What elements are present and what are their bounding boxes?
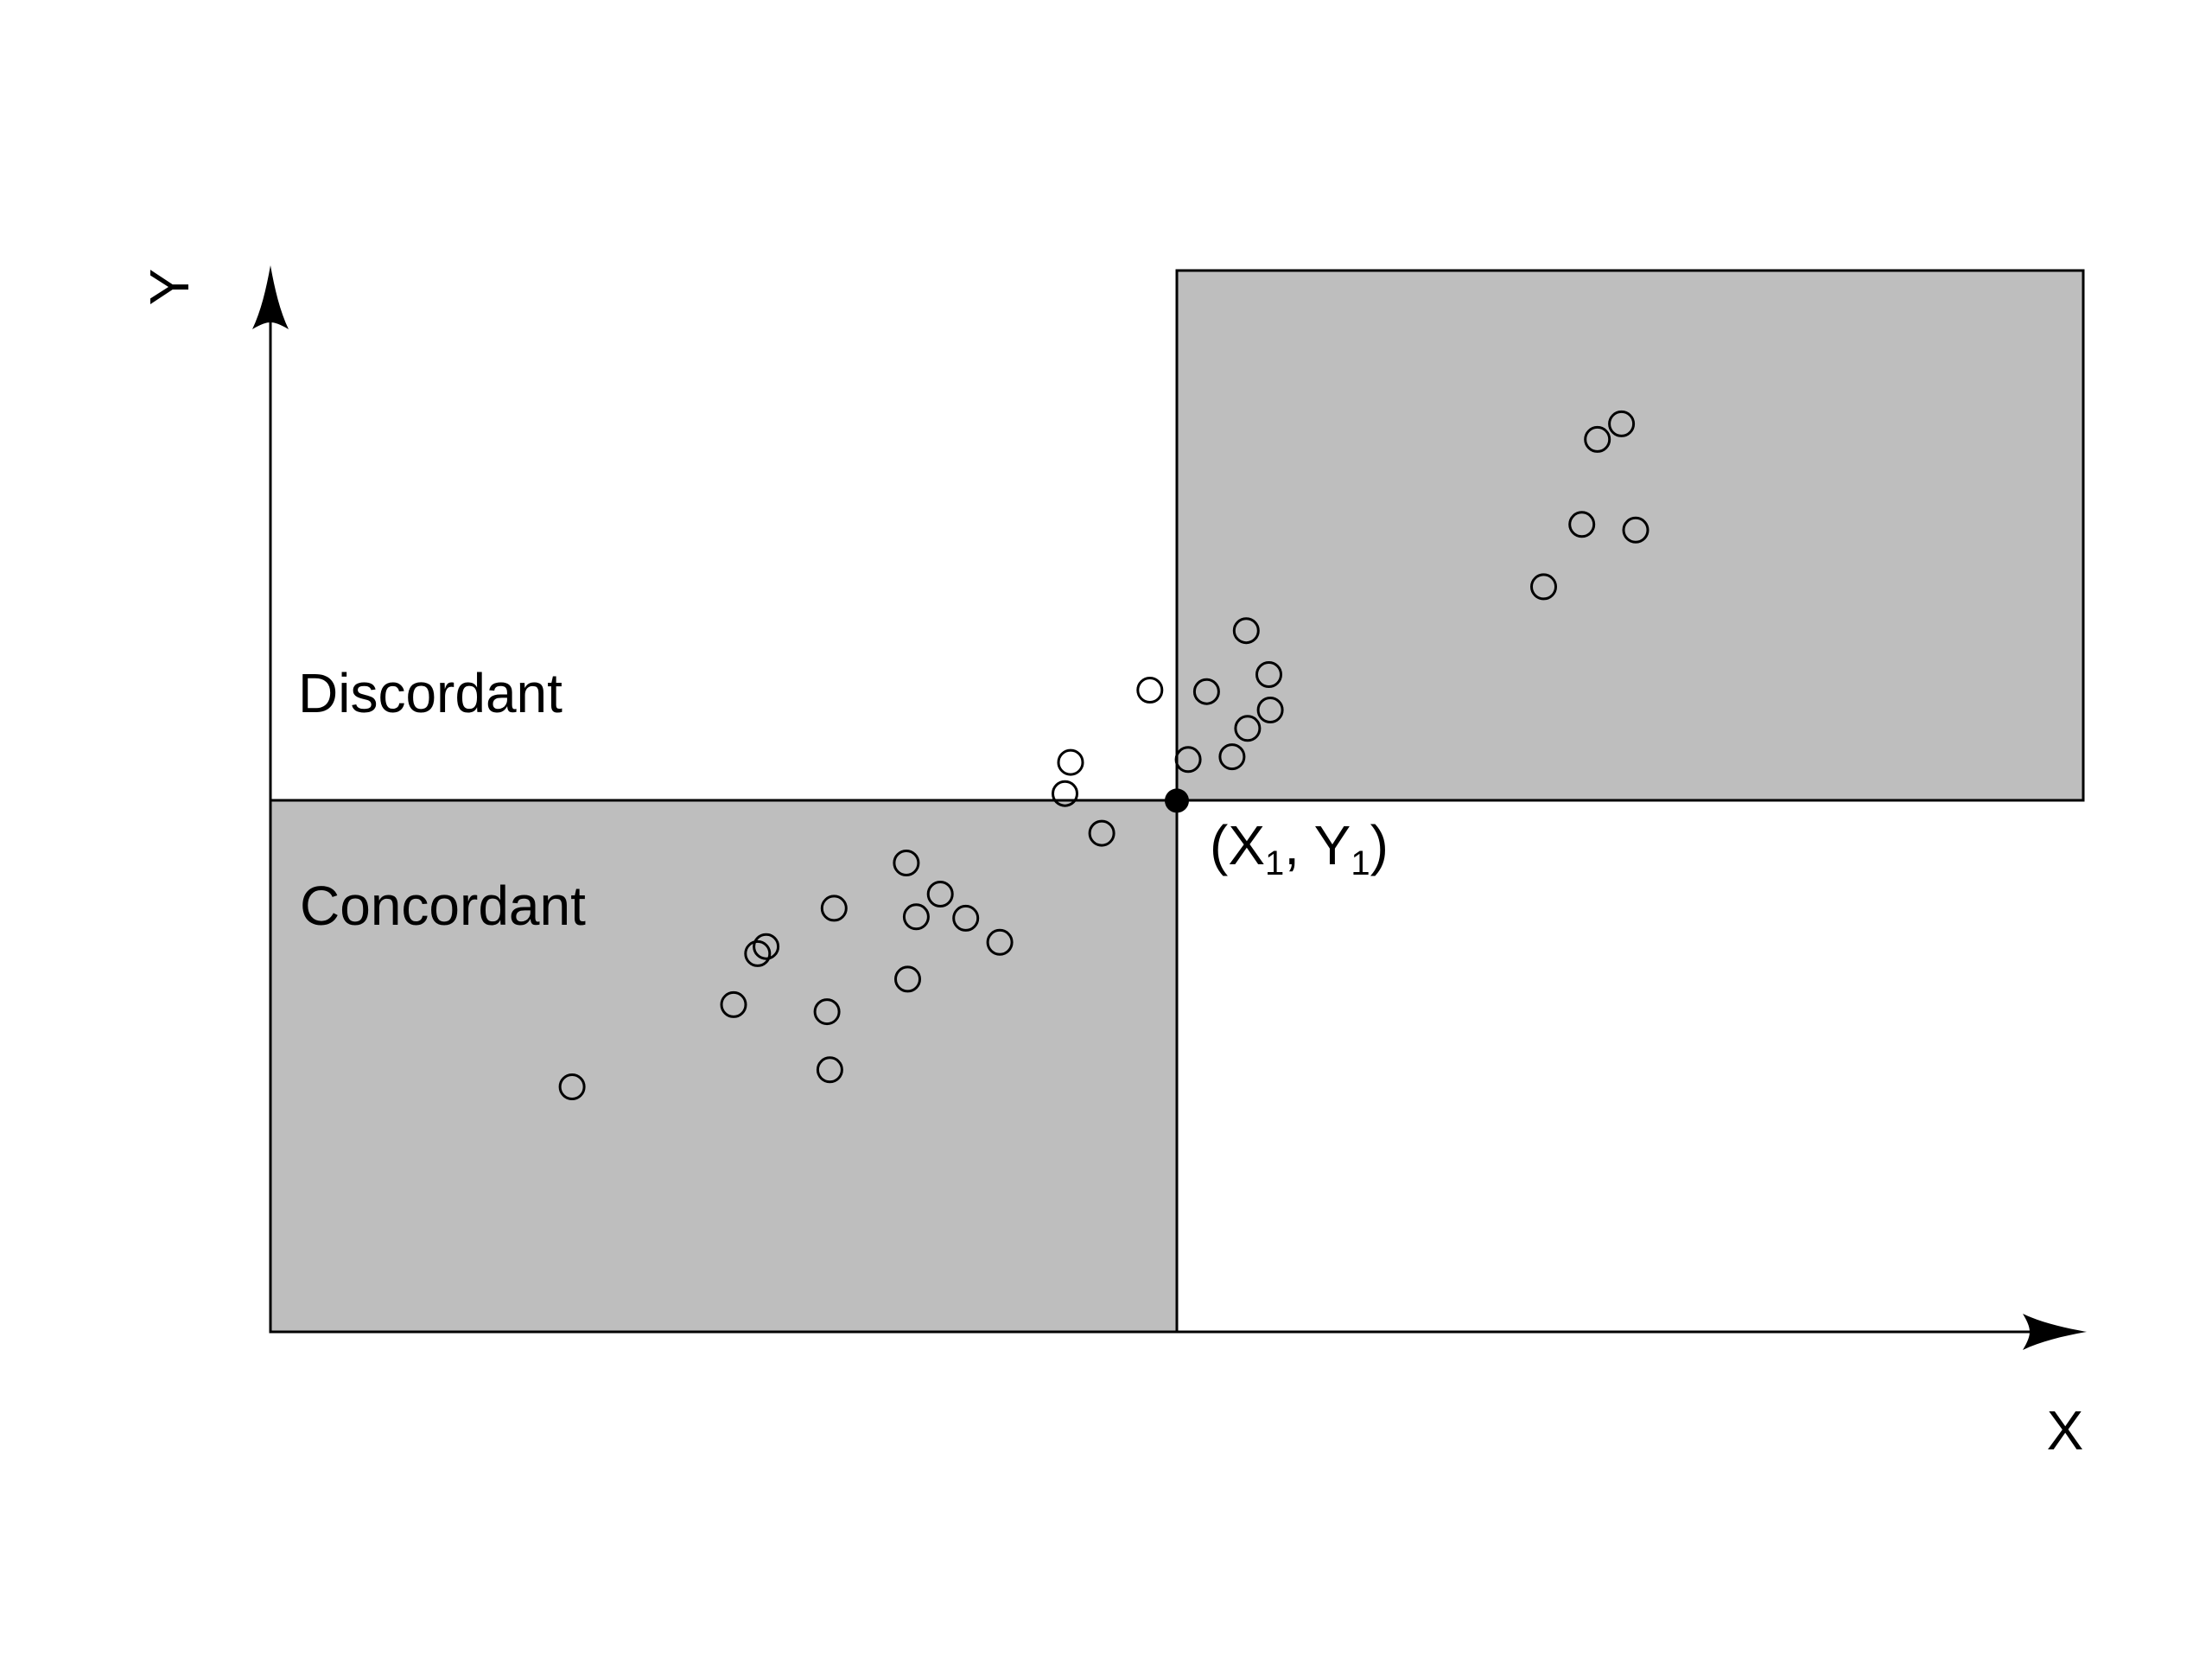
data-point [1136, 677, 1164, 704]
data-point [926, 881, 954, 907]
data-point [753, 933, 780, 960]
concordant-region-upper-right [1175, 269, 2085, 802]
data-point [1174, 746, 1202, 774]
data-point [1568, 511, 1596, 538]
data-point [558, 1073, 586, 1100]
data-point [1052, 780, 1078, 807]
y-axis-arrow-icon [252, 265, 289, 329]
data-point [1256, 697, 1284, 723]
data-point [1234, 715, 1262, 742]
reference-point-marker [1165, 788, 1189, 813]
reference-point-label-sub-y: 1 [1351, 844, 1370, 882]
concordant-label: Concordant [300, 875, 586, 937]
scatter-points [558, 410, 1649, 1100]
data-point [894, 965, 921, 993]
data-point [952, 904, 980, 932]
x-axis-arrow-icon [2023, 1314, 2087, 1350]
data-point [1192, 678, 1220, 705]
data-point [1622, 516, 1649, 544]
y-axis-label: Y [138, 269, 200, 306]
data-point [1584, 425, 1611, 453]
data-point [1232, 617, 1260, 645]
data-point [1530, 573, 1557, 601]
data-point [744, 939, 772, 967]
data-point [902, 903, 930, 931]
data-point [1218, 743, 1246, 771]
x-axis-label: X [2047, 1399, 2084, 1461]
data-point [813, 998, 841, 1026]
data-point [1057, 748, 1084, 776]
data-point [1608, 410, 1636, 437]
reference-point-label-comma: , Y [1284, 814, 1351, 876]
data-point [893, 850, 920, 876]
data-point [720, 990, 747, 1018]
discordant-label: Discordant [298, 662, 563, 724]
data-point [820, 895, 848, 922]
reference-point-label: (X1, Y1) [1210, 814, 1389, 882]
reference-point-label-open: (X [1210, 814, 1265, 876]
concordant-region-lower-left [269, 799, 1179, 1334]
reference-point-label-sub-x: 1 [1265, 844, 1284, 882]
reference-point-label-close: ) [1370, 814, 1389, 876]
data-point [816, 1056, 843, 1084]
data-point [986, 928, 1014, 956]
data-point [1255, 661, 1282, 688]
data-point [1088, 819, 1116, 847]
